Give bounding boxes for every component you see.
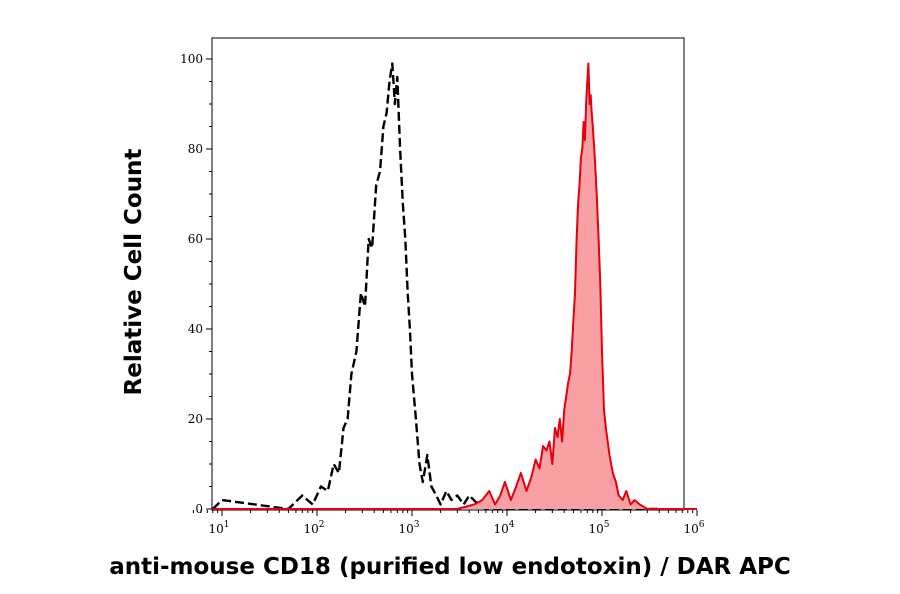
y-tick-label: 60 [188, 232, 203, 246]
plot-frame [211, 37, 685, 511]
series-2-line [212, 62, 697, 510]
y-tick-label: 20 [188, 412, 203, 426]
x-tick-label: 104 [493, 520, 514, 536]
x-axis-title: anti-mouse CD18 (purified low endotoxin)… [109, 554, 791, 580]
x-tick-label: 103 [398, 520, 419, 536]
series-2-fill [212, 63, 698, 509]
x-tick-label: 106 [683, 520, 704, 536]
series-1-line [211, 62, 660, 511]
plot-area: 0 20 40 60 80 100 101 102 103 104 105 106 [180, 37, 705, 536]
y-tick-label: 80 [188, 142, 203, 156]
x-tick-label: 102 [303, 520, 324, 536]
y-tick-label: 0 [195, 502, 203, 516]
y-tick-label: 40 [188, 322, 203, 336]
y-tick-label: 100 [180, 52, 203, 66]
x-tick-label: 105 [588, 520, 609, 536]
x-tick-label: 101 [208, 520, 229, 536]
y-axis-title: Relative Cell Count [121, 149, 147, 396]
